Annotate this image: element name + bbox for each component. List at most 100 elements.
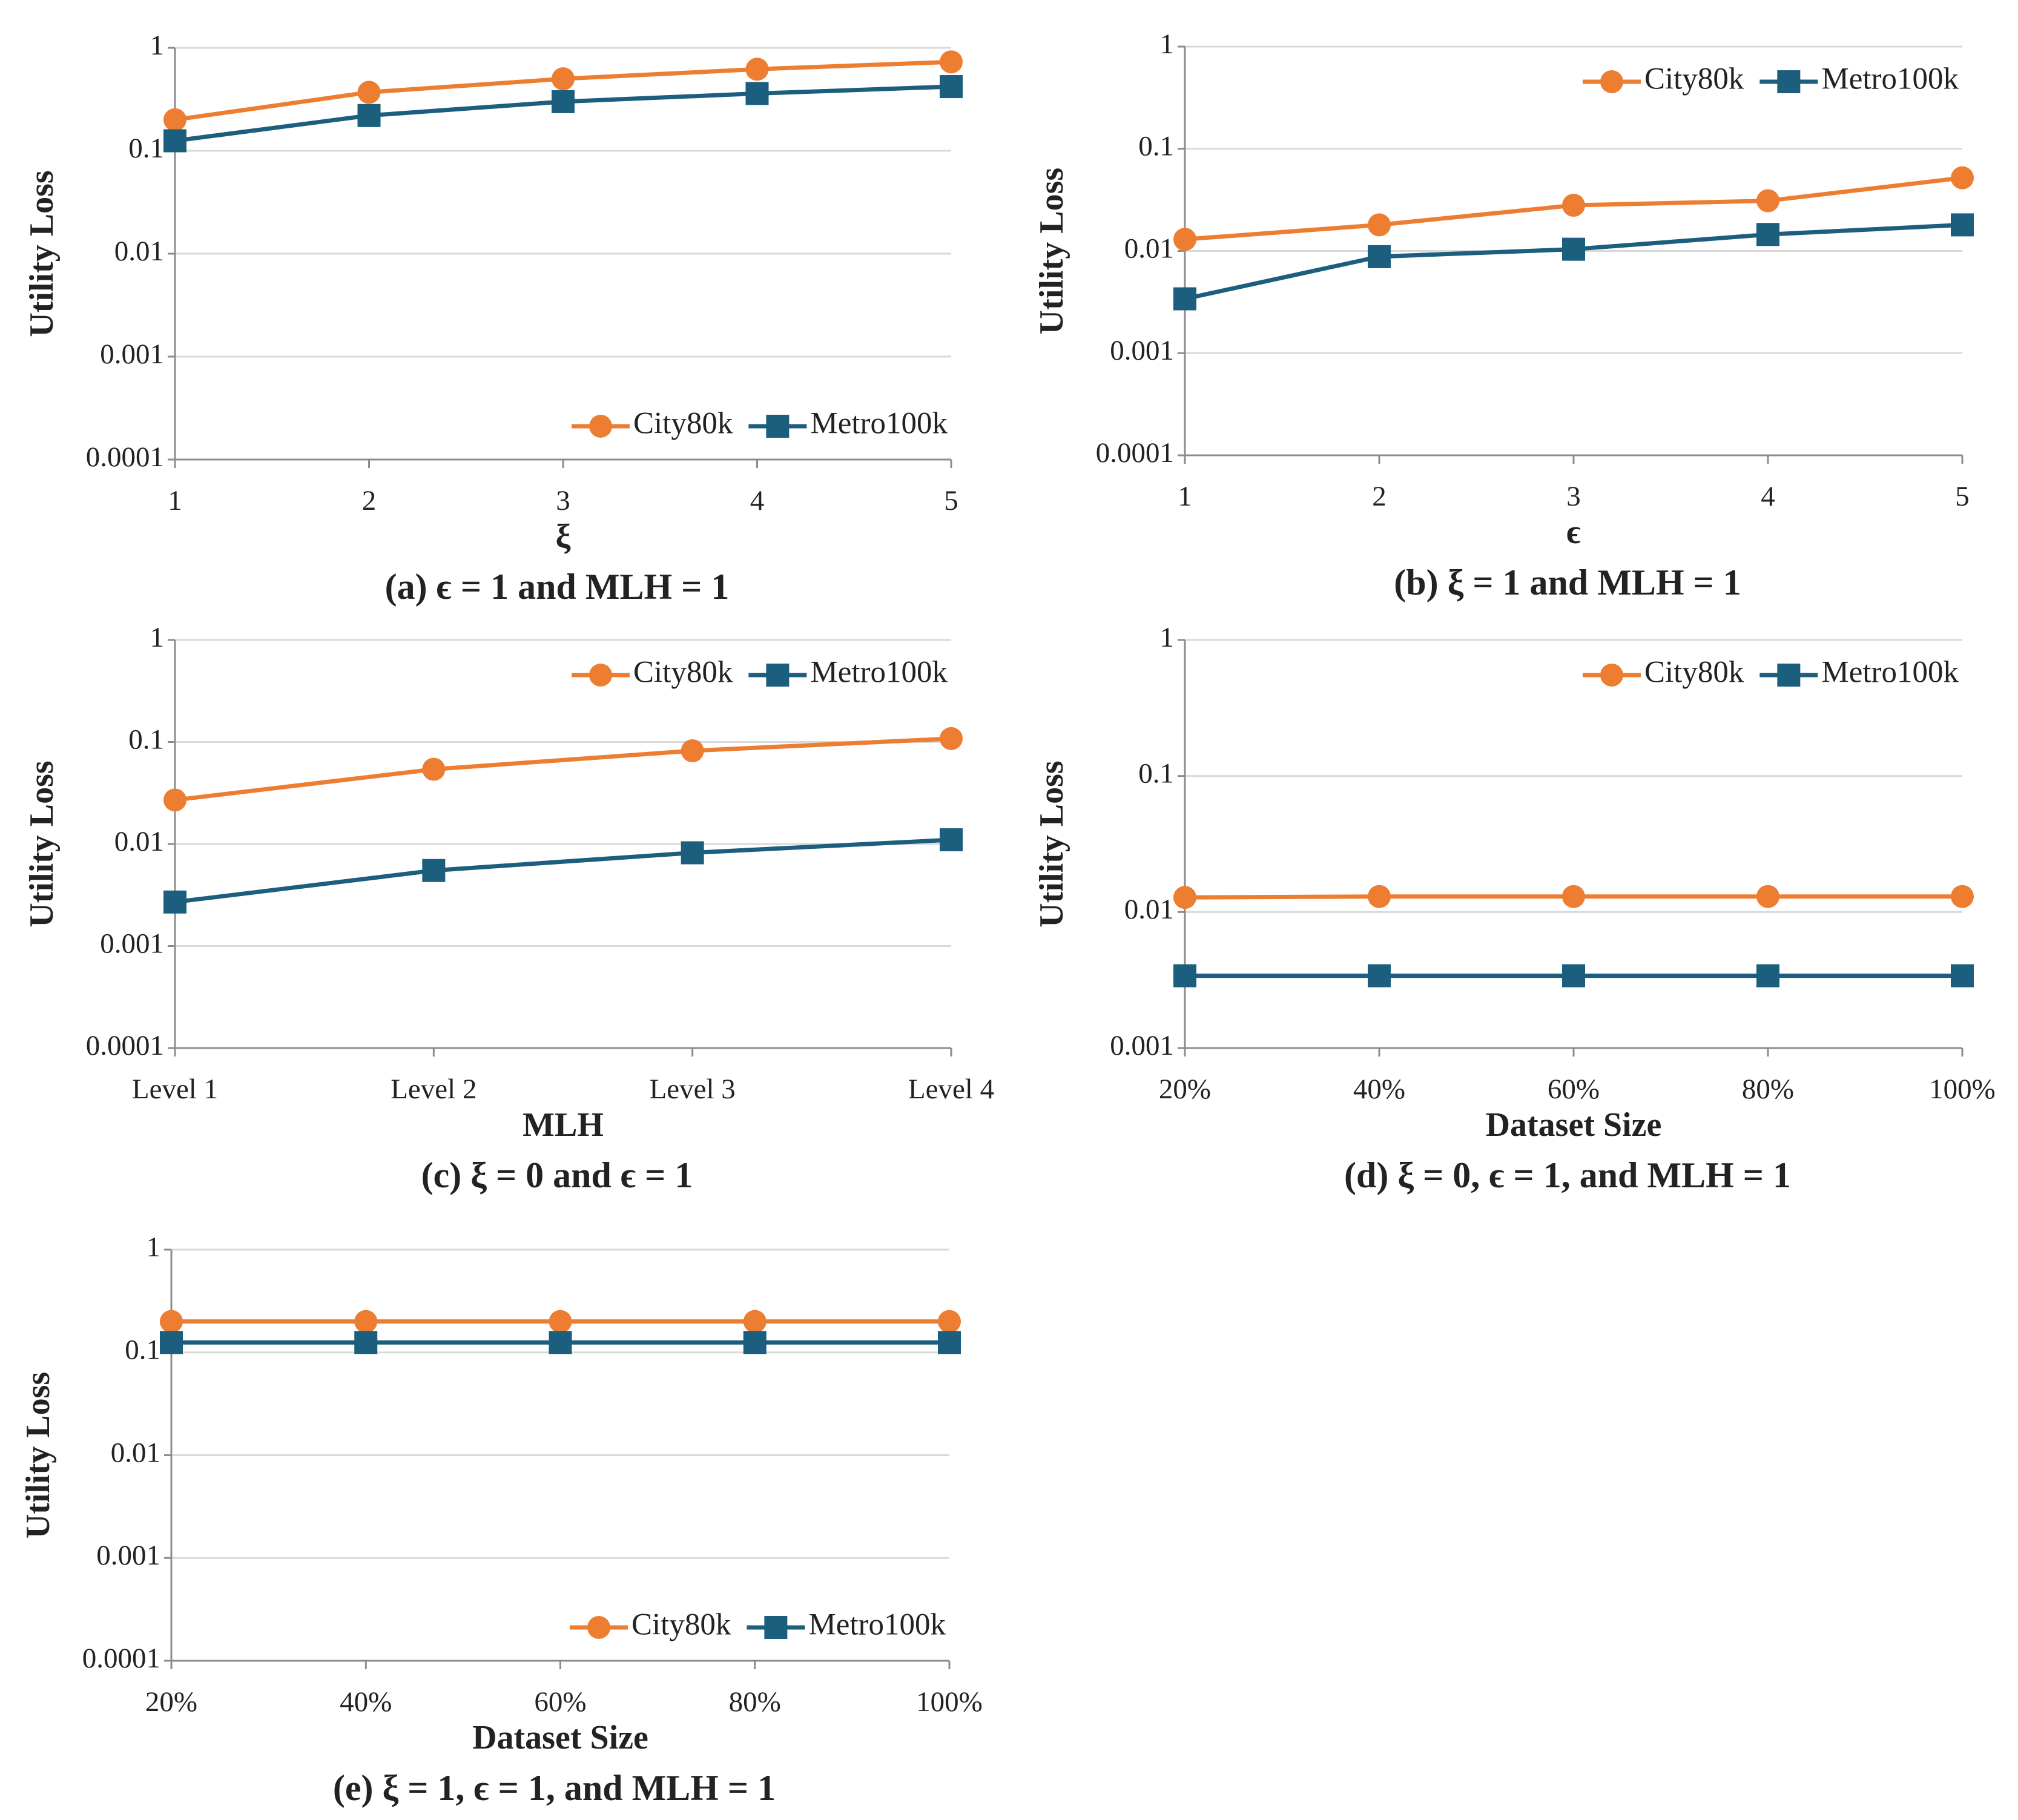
y-tick-label: 0.1	[1138, 757, 1174, 789]
chart-panel: 0.0001 0.001 0.01 0.1 1 1 2 3 4 5 Metro100k City80k…	[1033, 28, 1974, 602]
x-tick-label: 80%	[1742, 1073, 1794, 1105]
marker	[357, 81, 381, 104]
x-tick-label: 20%	[1159, 1073, 1211, 1105]
marker	[1368, 964, 1391, 987]
legend-label: Metro100k	[810, 407, 948, 441]
marker	[1600, 664, 1623, 687]
chart-caption: (e) ξ = 1, ϵ = 1, and MLH = 1	[333, 1768, 776, 1808]
marker	[1173, 228, 1196, 251]
chart-panel: 0.001 0.01 0.1 1 20% 40% 60% 80% 100% Metro100k Ci…	[1033, 622, 1996, 1195]
x-axis-title: ξ	[556, 518, 571, 555]
marker	[1173, 287, 1196, 311]
y-tick-label: 1	[147, 1231, 161, 1263]
x-tick-label: 1	[1178, 481, 1192, 512]
marker	[745, 58, 769, 81]
y-tick-label: 0.001	[96, 1540, 160, 1571]
x-tick-label: Level 3	[650, 1073, 736, 1105]
x-tick-label: Level 1	[132, 1073, 218, 1105]
x-tick-label: 3	[1566, 481, 1581, 512]
marker	[589, 664, 612, 687]
x-axis-title: MLH	[523, 1106, 604, 1144]
legend-label: City80k	[1644, 62, 1744, 96]
series-line	[174, 736, 952, 802]
marker	[549, 1331, 572, 1354]
x-axis-title: Dataset Size	[472, 1719, 648, 1756]
y-tick-label: 1	[1160, 622, 1175, 653]
y-tick-label: 0.1	[1138, 131, 1174, 162]
marker	[1756, 885, 1779, 908]
marker	[766, 415, 790, 438]
y-axis-title: Utility Loss	[19, 1372, 57, 1538]
marker	[1756, 223, 1779, 246]
legend-label: City80k	[633, 656, 733, 690]
marker	[766, 664, 790, 687]
legend-label: City80k	[1644, 656, 1744, 690]
y-tick-label: 0.001	[100, 338, 164, 370]
marker	[354, 1331, 378, 1354]
marker	[743, 1310, 767, 1333]
y-axis-title: Utility Loss	[23, 170, 61, 337]
x-tick-label: 40%	[1353, 1073, 1405, 1105]
y-tick-label: 0.01	[114, 826, 164, 857]
x-tick-label: 20%	[145, 1686, 197, 1718]
y-tick-label: 0.01	[1124, 894, 1174, 925]
marker	[1600, 70, 1623, 93]
chart-caption: (d) ξ = 0, ϵ = 1, and MLH = 1	[1344, 1155, 1791, 1195]
x-tick-label: Level 4	[908, 1073, 994, 1105]
x-axis-title: ϵ	[1566, 513, 1581, 551]
x-tick-label: 60%	[1548, 1073, 1600, 1105]
x-tick-label: 60%	[534, 1686, 586, 1718]
y-tick-label: 0.01	[1124, 232, 1174, 264]
x-tick-label: 1	[168, 485, 182, 516]
marker	[1756, 964, 1779, 987]
marker	[1756, 189, 1779, 213]
marker	[1951, 885, 1974, 908]
marker	[1951, 213, 1974, 237]
x-tick-label: Level 2	[391, 1073, 476, 1105]
marker	[357, 104, 381, 127]
marker	[1562, 885, 1585, 908]
marker	[1173, 886, 1196, 909]
marker	[160, 1310, 183, 1333]
marker	[1777, 664, 1801, 687]
marker	[552, 90, 575, 113]
marker	[1368, 885, 1391, 908]
x-tick-label: 3	[556, 485, 570, 516]
marker	[681, 841, 704, 865]
marker	[422, 859, 446, 882]
marker	[354, 1310, 378, 1333]
legend-label: City80k	[633, 407, 733, 441]
y-tick-label: 1	[1160, 28, 1175, 60]
x-axis-title: Dataset Size	[1486, 1106, 1662, 1144]
y-tick-label: 1	[150, 622, 165, 653]
marker	[587, 1616, 610, 1639]
series-line	[1184, 222, 1963, 301]
marker	[1777, 70, 1801, 93]
marker	[940, 727, 963, 750]
x-tick-label: 4	[750, 485, 765, 516]
legend-label: Metro100k	[808, 1608, 946, 1642]
y-tick-label: 0.001	[1110, 1030, 1174, 1061]
y-axis-title: Utility Loss	[23, 760, 61, 927]
marker	[938, 1310, 961, 1333]
marker	[1173, 964, 1196, 987]
marker	[938, 1331, 961, 1354]
y-tick-label: 0.1	[125, 1334, 160, 1366]
marker	[764, 1616, 788, 1639]
marker	[1562, 964, 1585, 987]
marker	[549, 1310, 572, 1333]
chart-panel: 0.0001 0.001 0.01 0.1 1 1 2 3 4 5 Metro100k City80k…	[23, 30, 963, 607]
x-tick-label: 4	[1761, 481, 1775, 512]
chart-caption: (c) ξ = 0 and ϵ = 1	[421, 1155, 693, 1195]
marker	[1951, 166, 1974, 190]
marker	[681, 739, 704, 763]
x-tick-label: 2	[1372, 481, 1387, 512]
y-axis-title: Utility Loss	[1033, 168, 1070, 334]
y-tick-label: 0.001	[100, 928, 164, 959]
marker	[422, 757, 446, 781]
y-tick-label: 1	[150, 30, 165, 61]
y-tick-label: 0.01	[114, 236, 164, 267]
y-axis-title: Utility Loss	[1033, 760, 1070, 927]
marker	[589, 415, 612, 438]
marker	[940, 50, 963, 74]
